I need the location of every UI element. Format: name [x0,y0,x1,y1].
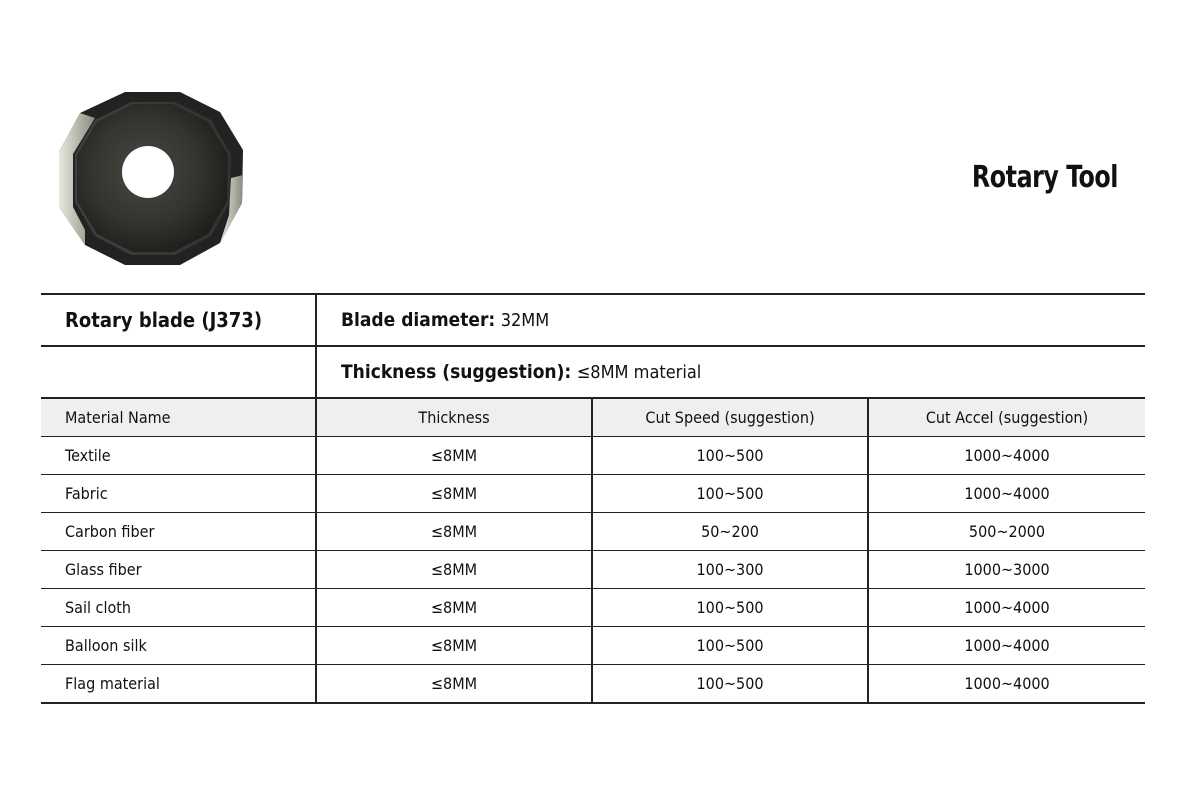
cell-thickness: ≤8MM [316,664,593,704]
page-title: Rotary Tool [971,160,1119,195]
product-row: Rotary blade (J373) Blade diameter: 32MM [41,293,1146,347]
cell-material: Carbon fiber [41,512,317,551]
cell-cut-speed: 100~500 [592,436,869,475]
table-row: Flag material ≤8MM 100~500 1000~4000 [41,664,1146,704]
header-cut-accel: Cut Accel (suggestion) [868,397,1146,437]
cell-cut-accel: 1000~3000 [868,550,1146,589]
cell-cut-speed: 100~500 [592,664,869,704]
cell-cut-accel: 500~2000 [868,512,1146,551]
product-name: Rotary blade (J373) [41,293,317,347]
cell-thickness: ≤8MM [316,512,593,551]
table-header: Material Name Thickness Cut Speed (sugge… [41,397,1146,437]
table-row: Glass fiber ≤8MM 100~300 1000~3000 [41,550,1146,589]
cell-material: Sail cloth [41,588,317,627]
cell-material: Flag material [41,664,317,704]
cell-material: Textile [41,436,317,475]
table-row: Balloon silk ≤8MM 100~500 1000~4000 [41,626,1146,665]
header-thickness: Thickness [316,397,593,437]
cell-cut-speed: 100~300 [592,550,869,589]
cell-thickness: ≤8MM [316,550,593,589]
diameter-label: Blade diameter: [341,309,496,331]
cell-cut-speed: 100~500 [592,474,869,513]
cell-cut-speed: 100~500 [592,588,869,627]
thickness-row: Thickness (suggestion): ≤8MM material [41,345,1146,399]
cell-thickness: ≤8MM [316,588,593,627]
cell-cut-speed: 50~200 [592,512,869,551]
table-row: Sail cloth ≤8MM 100~500 1000~4000 [41,588,1146,627]
cell-material: Fabric [41,474,317,513]
header-cut-speed: Cut Speed (suggestion) [592,397,869,437]
spec-table: Rotary blade (J373) Blade diameter: 32MM… [41,293,1146,704]
rotary-blade-image [59,92,243,265]
cell-cut-accel: 1000~4000 [868,474,1146,513]
cell-thickness: ≤8MM [316,626,593,665]
header-material: Material Name [41,397,317,437]
diameter-value: 32MM [500,310,550,331]
cell-cut-accel: 1000~4000 [868,436,1146,475]
cell-thickness: ≤8MM [316,436,593,475]
cell-cut-speed: 100~500 [592,626,869,665]
cell-cut-accel: 1000~4000 [868,626,1146,665]
thickness-value: ≤8MM material [576,362,702,383]
cell-thickness: ≤8MM [316,474,593,513]
cell-cut-accel: 1000~4000 [868,664,1146,704]
cell-material: Glass fiber [41,550,317,589]
table-row: Textile ≤8MM 100~500 1000~4000 [41,436,1146,475]
table-row: Carbon fiber ≤8MM 50~200 500~2000 [41,512,1146,551]
thickness-label: Thickness (suggestion): [341,361,572,383]
cell-material: Balloon silk [41,626,317,665]
table-row: Fabric ≤8MM 100~500 1000~4000 [41,474,1146,513]
cell-cut-accel: 1000~4000 [868,588,1146,627]
